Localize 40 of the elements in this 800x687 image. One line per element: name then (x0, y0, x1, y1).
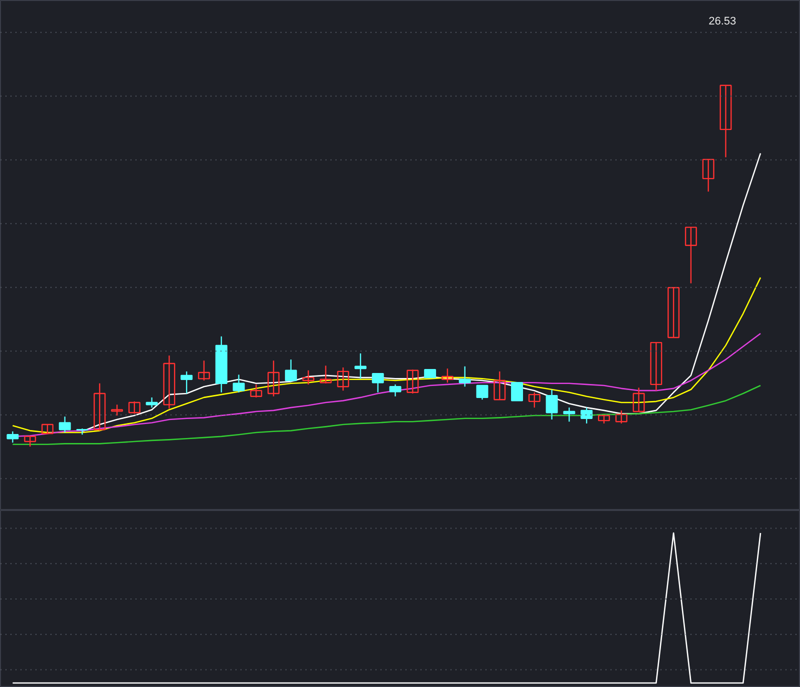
candlestick (702, 158, 714, 192)
candlestick (354, 352, 366, 380)
candlestick (268, 360, 280, 397)
candlestick (546, 388, 558, 420)
text: 26.53 (708, 15, 736, 28)
candlestick (494, 370, 506, 400)
candlestick (528, 392, 540, 408)
candlestick (180, 370, 193, 394)
candlestick (458, 366, 471, 388)
candlestick (94, 382, 106, 432)
candlestick (6, 430, 19, 444)
candlestick (476, 384, 488, 400)
candlestick (128, 400, 140, 414)
candlestick (441, 368, 454, 384)
candlestick (302, 370, 314, 386)
candlestick (511, 382, 524, 402)
candlestick (284, 358, 297, 382)
candlestick (163, 354, 176, 410)
candlestick (720, 84, 732, 158)
candlestick (198, 360, 210, 382)
candlestick (337, 366, 350, 392)
candlestick (650, 342, 662, 392)
candlestick (389, 384, 402, 397)
candlestick (111, 404, 124, 416)
candlestick (563, 406, 576, 422)
candlestick (24, 436, 36, 448)
candlestick (372, 373, 384, 393)
candlestick (580, 406, 593, 424)
candlestick (232, 374, 245, 393)
candlestick (632, 387, 645, 412)
candlestick (320, 365, 332, 384)
candlestick (58, 416, 71, 434)
candlestick (76, 428, 88, 436)
candlestick (41, 424, 54, 434)
candlestick (406, 369, 419, 394)
candlestick (668, 287, 680, 338)
candlestick (250, 384, 262, 398)
candlestick (146, 396, 158, 408)
candlestick (615, 410, 628, 424)
candlestick (684, 226, 697, 284)
